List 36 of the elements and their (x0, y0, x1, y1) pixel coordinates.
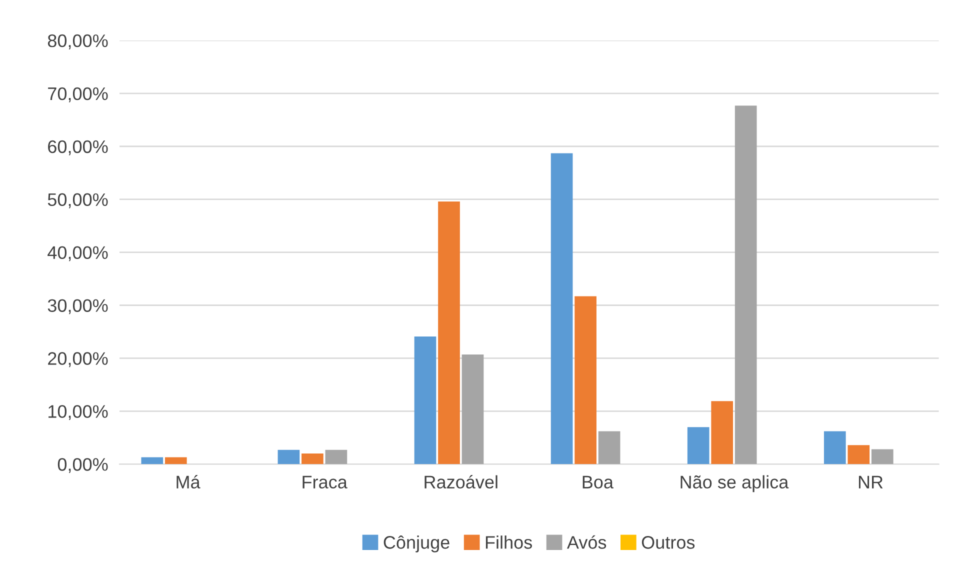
bar (687, 427, 710, 464)
bar (414, 336, 436, 464)
bar (734, 106, 757, 464)
bar (824, 431, 846, 464)
bar (711, 401, 734, 464)
bar (438, 201, 460, 464)
bar (164, 457, 187, 464)
legend-label: Outros (642, 536, 695, 549)
x-tick-label: Fraca (302, 476, 348, 489)
x-tick-label: Boa (582, 476, 614, 489)
y-tick-label: 30,00% (48, 299, 108, 314)
legend-label: Cônjuge (384, 536, 450, 552)
bar (462, 354, 484, 464)
legend-label: Filhos (486, 536, 532, 549)
y-tick-label: 0,00% (58, 458, 108, 473)
y-tick-label: 40,00% (48, 246, 108, 262)
y-tick-label: 70,00% (48, 87, 108, 102)
x-tick-label: Má (176, 475, 200, 489)
bar (325, 450, 348, 464)
y-tick-label: 10,00% (48, 405, 108, 420)
bar (278, 450, 300, 464)
y-tick-label: 80,00% (48, 34, 108, 50)
bar (141, 457, 164, 464)
bar (574, 296, 596, 464)
bar (302, 454, 324, 464)
y-tick-label: 60,00% (48, 140, 108, 156)
x-tick-label: NR (858, 476, 883, 488)
bar (871, 449, 894, 464)
bar (550, 153, 573, 464)
legend-label: Avós (566, 535, 606, 549)
bar (598, 431, 620, 464)
y-tick-label: 50,00% (48, 193, 108, 208)
x-tick-label: Razoável (424, 475, 498, 489)
y-tick-label: 20,00% (48, 352, 108, 368)
bar (848, 445, 870, 464)
x-tick-label: Não se aplica (680, 475, 789, 492)
